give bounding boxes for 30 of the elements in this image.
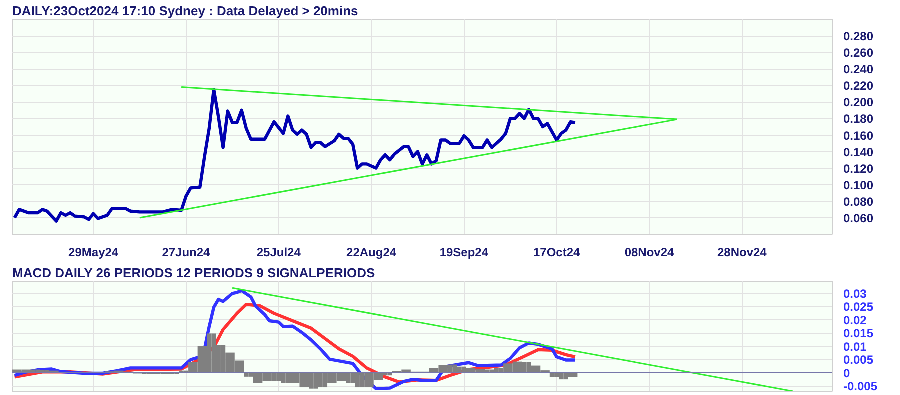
x-tick-label: 28Nov24: [717, 246, 768, 260]
y-tick-label: 0.180: [844, 112, 874, 126]
y-tick-label: 0.120: [844, 162, 874, 176]
x-tick-label: 08Nov24: [624, 246, 675, 260]
y-tick-label: 0.025: [844, 300, 874, 314]
x-tick-label: 25Jul24: [256, 246, 302, 260]
x-tick-label: 22Aug24: [346, 246, 397, 260]
y-tick-label: 0.005: [844, 353, 874, 368]
y-tick-label: 0.060: [844, 211, 874, 226]
y-tick-label: -0.005: [844, 380, 878, 394]
chart-title: MACD DAILY 26 PERIODS 12 PERIODS 9 SIGNALPERIODS: [12, 266, 376, 280]
x-tick-label: 27Jun24: [162, 246, 211, 260]
y-tick-label: 0.280: [844, 30, 874, 44]
x-tick-label: 29May24: [68, 246, 119, 260]
y-tick-label: 0.200: [844, 96, 874, 110]
y-tick-label: 0.02: [844, 313, 868, 328]
y-tick-label: 0.160: [844, 128, 874, 143]
y-tick-label: 0: [844, 366, 850, 380]
y-tick-label: 0.03: [844, 286, 868, 301]
y-tick-label: 0.100: [844, 178, 874, 192]
chart-title: DAILY:23Oct2024 17:10 Sydney : Data Delayed > 20mins: [12, 4, 358, 18]
y-tick-label: 0.260: [844, 46, 874, 60]
y-tick-label: 0.01: [844, 340, 868, 354]
x-tick-label: 17Oct24: [534, 246, 581, 260]
y-tick-label: 0.080: [844, 194, 874, 209]
y-tick-label: 0.015: [844, 326, 874, 341]
y-tick-label: 0.140: [844, 145, 874, 160]
x-tick-label: 19Sep24: [440, 246, 489, 260]
y-tick-label: 0.240: [844, 62, 874, 77]
y-tick-label: 0.220: [844, 79, 874, 94]
